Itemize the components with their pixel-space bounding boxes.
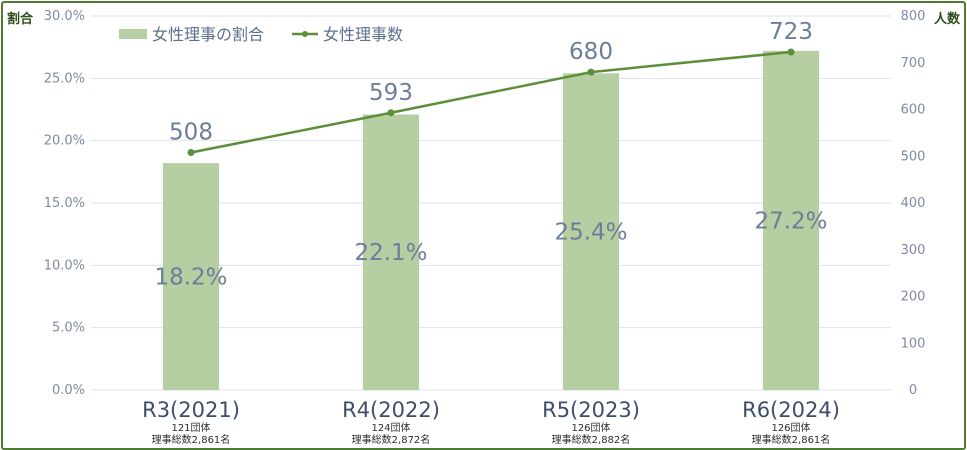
bar: [163, 163, 219, 390]
y-right-tick-label: 800: [901, 9, 926, 24]
legend-line-label: 女性理事数: [323, 25, 403, 44]
y-left-axis-title: 割合: [7, 11, 34, 27]
bar-data-label: 25.4%: [554, 220, 627, 246]
bar: [763, 50, 819, 390]
bar-data-label: 18.2%: [154, 265, 227, 291]
legend-line-marker: [302, 31, 308, 37]
x-tick-label: R3(2021): [142, 398, 240, 422]
y-right-tick-label: 700: [901, 56, 926, 71]
x-tick-sublabel-groups: 126団体: [571, 422, 610, 434]
x-tick-sublabel-groups: 124団体: [371, 422, 410, 434]
line-data-label: 508: [169, 120, 213, 146]
bar-data-label: 27.2%: [754, 208, 827, 234]
line-point: [187, 149, 195, 157]
x-tick-label: R6(2024): [742, 398, 840, 422]
y-left-tick-label: 25.0%: [44, 71, 85, 86]
legend: 女性理事の割合 女性理事数: [119, 25, 403, 44]
grid-layer: [91, 15, 891, 391]
legend-bar-label: 女性理事の割合: [152, 25, 264, 44]
y-left-tick-label: 20.0%: [44, 134, 85, 149]
y-right-tick-label: 600: [901, 103, 926, 118]
y-right-tick-label: 400: [901, 196, 926, 211]
x-tick-label: R4(2022): [342, 398, 440, 422]
line-point: [587, 68, 595, 76]
y-left-tick-label: 5.0%: [52, 321, 85, 336]
y-right-axis-title: 人数: [934, 11, 961, 27]
line-data-label: 680: [569, 39, 613, 65]
x-tick-label: R5(2023): [542, 398, 640, 422]
line-data-label: 593: [369, 80, 413, 106]
bar: [363, 114, 419, 390]
y-left-tick-label: 30.0%: [44, 9, 85, 24]
x-tick-sublabel-total: 理事総数2,882名: [552, 433, 631, 446]
y-right-tick-label: 300: [901, 243, 926, 258]
legend-bar-swatch: [119, 29, 147, 39]
y-left-tick-label: 10.0%: [44, 258, 85, 273]
label-layer: 18.2% 22.1% 25.4% 27.2% 508 593 680 723: [154, 19, 827, 291]
chart-svg: 18.2% 22.1% 25.4% 27.2% 508 593 680 723 0.0% 5.0…: [7, 9, 961, 446]
line-point: [387, 109, 395, 117]
y-right-tick-label: 100: [901, 336, 926, 351]
y-right-tick-label: 500: [901, 149, 926, 164]
axis-layer: 0.0% 5.0% 10.0% 15.0% 20.0% 25.0% 30.0% 0 100 200…: [44, 9, 926, 446]
y-right-tick-label: 0: [909, 383, 917, 398]
x-tick-sublabel-total: 理事総数2,861名: [752, 433, 831, 446]
y-left-tick-label: 0.0%: [52, 383, 85, 398]
x-tick-sublabel-groups: 126団体: [771, 422, 810, 434]
bar-data-label: 22.1%: [354, 240, 427, 266]
x-tick-sublabel-total: 理事総数2,861名: [152, 433, 231, 446]
y-left-tick-label: 15.0%: [44, 196, 85, 211]
y-right-tick-label: 200: [901, 290, 926, 305]
line-point: [787, 48, 795, 56]
line-data-label: 723: [769, 19, 813, 45]
bar: [563, 73, 619, 390]
x-tick-sublabel-total: 理事総数2,872名: [352, 433, 431, 446]
bar-layer: [163, 50, 819, 390]
x-tick-sublabel-groups: 121団体: [171, 422, 210, 434]
line-layer: [187, 48, 795, 157]
series-line: [190, 50, 792, 154]
